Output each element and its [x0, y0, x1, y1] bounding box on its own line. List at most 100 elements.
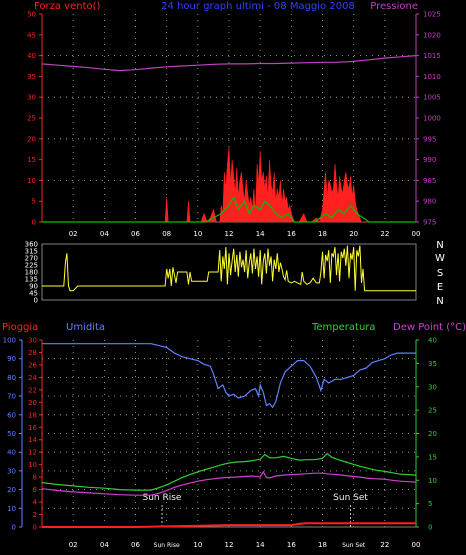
wind-axis-label: Forza vento(): [34, 1, 101, 12]
direction-frame: [41, 243, 417, 301]
wind-tick-label: 0: [32, 219, 36, 227]
x-tick-label-top: 16: [287, 230, 296, 238]
direction-tick-label: 45: [29, 290, 38, 298]
humidity-line: [42, 343, 416, 409]
wind-tick-label: 10: [27, 177, 36, 185]
wind-direction-line: [42, 245, 416, 292]
rain-tick-label: 22: [28, 386, 37, 394]
rain-tick-label: 0: [33, 524, 37, 532]
cardinal-label: N: [436, 296, 443, 307]
x-tick-label-top: 22: [380, 230, 389, 238]
cardinal-label: W: [435, 253, 445, 264]
x-tick-label-top: 18: [318, 230, 327, 238]
rain-axis-label: Pioggia: [2, 322, 38, 333]
x-tick-label-top: 20: [349, 230, 358, 238]
x-tick-label-bottom: 14: [256, 541, 265, 549]
temperature-tick-label: 20: [428, 430, 437, 438]
wind-tick-label: 40: [27, 52, 36, 60]
x-tick-label-bottom: 04: [100, 541, 109, 549]
cardinal-label: S: [437, 268, 443, 279]
wind-tick-label: 50: [27, 11, 36, 19]
wind-tick-label: 25: [27, 115, 36, 123]
temperature-tick-label: 5: [428, 500, 432, 508]
x-tick-label-bottom: 18: [318, 541, 327, 549]
humidity-tick-label: 70: [7, 393, 16, 401]
rain-line: [42, 522, 416, 528]
humidity-tick-label: 60: [7, 411, 16, 419]
pressure-tick-label: 1020: [423, 31, 441, 39]
direction-tick-label: 90: [29, 283, 38, 291]
x-tick-label-top: 08: [162, 230, 171, 238]
pressure-tick-label: 990: [423, 156, 436, 164]
humidity-tick-label: 40: [7, 449, 16, 457]
wind-tick-label: 45: [27, 31, 36, 39]
x-tick-label-bottom: 00: [412, 541, 421, 549]
direction-tick-label: 225: [25, 262, 38, 270]
x-tick-label-top: 04: [100, 230, 109, 238]
plot-layer: 0510152025303540455097598098599099510001…: [3, 11, 445, 550]
temperature-tick-label: 15: [428, 453, 437, 461]
humidity-tick-label: 80: [7, 374, 16, 382]
x-tick-label-bottom: 12: [225, 541, 234, 549]
wind-tick-label: 30: [27, 94, 36, 102]
temperature-tick-label: 10: [428, 477, 437, 485]
dewpoint-line: [41, 470, 417, 496]
temperature-tick-label: 35: [428, 360, 437, 368]
wind-gust-line: [42, 195, 416, 223]
wind-tick-label: 20: [27, 135, 36, 143]
wind-tick-label: 5: [32, 198, 36, 206]
x-tick-label-top: 02: [69, 230, 78, 238]
rain-tick-label: 28: [28, 349, 37, 357]
temperature-axis-label: Temperatura: [311, 322, 376, 333]
pressure-tick-label: 995: [423, 135, 436, 143]
pressure-tick-label: 985: [423, 177, 436, 185]
direction-tick-label: 180: [25, 269, 38, 277]
sun-marker-label: Sun Set: [333, 493, 368, 503]
x-tick-label-bottom: 10: [193, 541, 202, 549]
rain-tick-label: 20: [28, 399, 37, 407]
wind-speed-area: [42, 147, 416, 223]
direction-tick-label: 360: [25, 241, 38, 249]
humidity-tick-label: 10: [7, 505, 16, 513]
humidity-tick-label: 90: [7, 355, 16, 363]
direction-tick-label: 270: [25, 255, 38, 263]
x-tick-label-bottom: Sun Set: [342, 542, 366, 549]
temperature-tick-label: 40: [428, 337, 437, 345]
direction-tick-label: 0: [34, 297, 38, 305]
temperature-line: [41, 452, 417, 491]
pressure-tick-label: 1000: [423, 115, 441, 123]
wind-tick-label: 15: [27, 156, 36, 164]
pressure-tick-label: 1025: [423, 11, 441, 19]
x-tick-label-top: 12: [225, 230, 234, 238]
dewpoint-axis-label: Dew Point (°C): [393, 322, 466, 333]
humidity-tick-label: 20: [7, 486, 16, 494]
wind-tick-label: 35: [27, 73, 36, 81]
rain-tick-label: 14: [28, 436, 37, 444]
rain-tick-label: 12: [28, 449, 37, 457]
x-tick-label-top: 00: [412, 230, 421, 238]
pressure-tick-label: 975: [423, 219, 436, 227]
humidity-tick-label: 50: [7, 430, 16, 438]
rain-tick-label: 6: [33, 486, 38, 494]
cardinal-label: E: [437, 282, 443, 293]
direction-tick-label: 315: [25, 248, 38, 256]
pressure-line: [41, 55, 417, 72]
x-tick-label-top: 06: [131, 230, 140, 238]
x-tick-label-top: 10: [193, 230, 202, 238]
temperature-tick-label: 0: [428, 524, 432, 532]
rain-tick-label: 30: [28, 337, 37, 345]
x-tick-label-bottom: Sun Rise: [154, 542, 180, 549]
pressure-tick-label: 1015: [423, 52, 441, 60]
x-tick-label-bottom: 02: [69, 541, 78, 549]
rain-tick-label: 26: [28, 361, 37, 369]
x-tick-label-top: 14: [256, 230, 265, 238]
temperature-tick-label: 25: [428, 407, 437, 415]
x-tick-label-bottom: 16: [287, 541, 296, 549]
pressure-axis-label: Pressione: [370, 1, 418, 12]
humidity-tick-label: 100: [3, 337, 16, 345]
rain-tick-label: 4: [33, 499, 38, 507]
temperature-tick-label: 30: [428, 383, 437, 391]
rain-tick-label: 8: [33, 474, 37, 482]
x-tick-label-bottom: 22: [380, 541, 389, 549]
